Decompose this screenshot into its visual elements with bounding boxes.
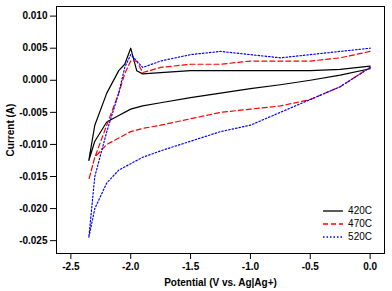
svg-text:Potential (V vs. Ag|Ag+): Potential (V vs. Ag|Ag+) bbox=[164, 277, 277, 288]
svg-text:-2.0: -2.0 bbox=[122, 261, 140, 272]
svg-text:-0.5: -0.5 bbox=[302, 261, 320, 272]
svg-text:-1.0: -1.0 bbox=[242, 261, 260, 272]
html-text:470C: 470C bbox=[348, 218, 372, 229]
html-text:420C: 420C bbox=[348, 205, 372, 216]
svg-text:-0.020: -0.020 bbox=[19, 203, 48, 214]
svg-text:0.005: 0.005 bbox=[22, 42, 47, 53]
svg-text:Current (A): Current (A) bbox=[5, 104, 16, 157]
svg-text:-0.025: -0.025 bbox=[19, 235, 48, 246]
html-text:520C: 520C bbox=[348, 231, 372, 242]
svg-text:0.0: 0.0 bbox=[363, 261, 377, 272]
svg-text:-0.005: -0.005 bbox=[19, 107, 48, 118]
svg-text:0.000: 0.000 bbox=[22, 74, 47, 85]
svg-text:-0.015: -0.015 bbox=[19, 171, 48, 182]
svg-text:-1.5: -1.5 bbox=[182, 261, 200, 272]
svg-text:-0.010: -0.010 bbox=[19, 139, 48, 150]
svg-text:0.010: 0.010 bbox=[22, 10, 47, 21]
svg-text:-2.5: -2.5 bbox=[62, 261, 80, 272]
